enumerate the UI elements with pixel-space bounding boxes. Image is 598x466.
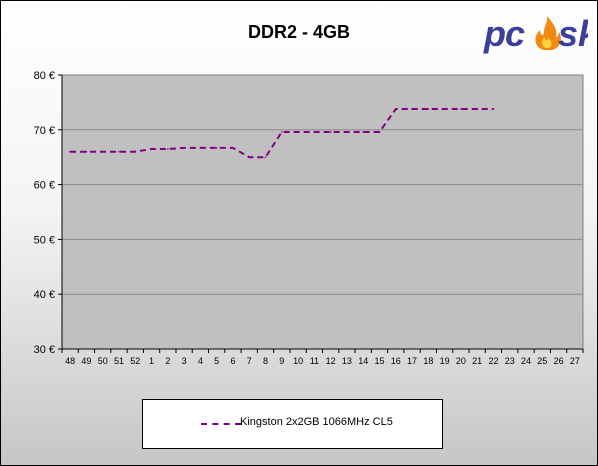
data-point — [232, 147, 234, 149]
data-point — [215, 147, 218, 149]
y-tick-label: 60 € — [34, 180, 55, 192]
data-point — [199, 147, 202, 149]
x-tick-label: 13 — [342, 356, 352, 366]
data-point — [411, 108, 413, 110]
data-point — [460, 108, 462, 110]
x-tick-label: 3 — [182, 356, 187, 366]
data-point — [134, 150, 137, 153]
data-point — [183, 147, 185, 149]
x-tick-label: 5 — [214, 356, 219, 366]
plot-background — [61, 74, 584, 350]
x-tick-label: 10 — [293, 356, 303, 366]
x-tick-label: 19 — [440, 356, 450, 366]
x-tick-label: 11 — [310, 356, 319, 366]
x-tick-label: 24 — [521, 356, 531, 366]
data-point — [378, 131, 381, 133]
x-tick-label: 26 — [554, 356, 564, 366]
x-tick-label: 22 — [488, 356, 498, 366]
y-tick-label: 80 € — [34, 70, 55, 82]
series-line — [70, 108, 494, 159]
data-point — [427, 108, 430, 110]
data-point — [280, 131, 283, 133]
x-tick-label: 17 — [407, 356, 417, 366]
x-tick-label: 2 — [165, 356, 170, 366]
x-tick-label: 21 — [472, 356, 482, 366]
x-tick-label: 8 — [263, 356, 268, 366]
x-tick-label: 6 — [230, 356, 235, 366]
legend-swatch — [201, 423, 241, 425]
data-point — [248, 156, 251, 158]
data-point — [118, 150, 120, 153]
chart-title: DDR2 - 4GB — [247, 22, 350, 42]
data-point — [492, 108, 495, 110]
x-tick-label: 16 — [391, 356, 401, 366]
svg-text:pc: pc — [483, 13, 525, 54]
y-tick-label: 50 € — [34, 234, 55, 246]
x-tick-label: 49 — [81, 356, 91, 366]
x-tick-label: 25 — [537, 356, 547, 366]
x-tick-label: 27 — [570, 356, 580, 366]
x-tick-label: 18 — [423, 356, 433, 366]
x-tick-label: 15 — [374, 356, 384, 366]
data-point — [69, 150, 71, 153]
data-point — [346, 131, 348, 133]
data-point — [101, 150, 104, 153]
x-tick-label: 23 — [505, 356, 515, 366]
x-tick-label: 1 — [149, 356, 154, 366]
x-tick-label: 20 — [456, 356, 466, 366]
data-point — [362, 131, 365, 133]
x-tick-label: 9 — [279, 356, 284, 366]
y-tick-label: 70 € — [34, 125, 55, 137]
data-point — [476, 108, 478, 110]
svg-text:sk: sk — [558, 13, 588, 54]
data-point — [394, 108, 397, 110]
legend: Kingston 2x2GB 1066MHz CL5 — [142, 399, 443, 449]
data-point — [167, 148, 169, 150]
legend-label: Kingston 2x2GB 1066MHz CL5 — [240, 416, 393, 428]
x-tick-label: 12 — [326, 356, 336, 366]
x-tick-label: 52 — [130, 356, 140, 366]
data-point — [313, 131, 316, 133]
data-point — [264, 156, 267, 158]
y-tick-label: 40 € — [34, 289, 55, 301]
data-point — [85, 150, 88, 153]
data-point — [297, 131, 299, 133]
data-point — [443, 108, 446, 110]
x-tick-label: 4 — [198, 356, 203, 366]
data-point — [329, 131, 332, 133]
x-tick-label: 50 — [98, 356, 108, 366]
x-tick-label: 7 — [247, 356, 252, 366]
x-tick-label: 51 — [114, 356, 124, 366]
data-point — [150, 148, 153, 150]
x-tick-label: 48 — [65, 356, 75, 366]
pcsk-logo: pc sk — [483, 13, 588, 54]
x-tick-label: 14 — [358, 356, 368, 366]
y-tick-label: 30 € — [34, 344, 55, 356]
